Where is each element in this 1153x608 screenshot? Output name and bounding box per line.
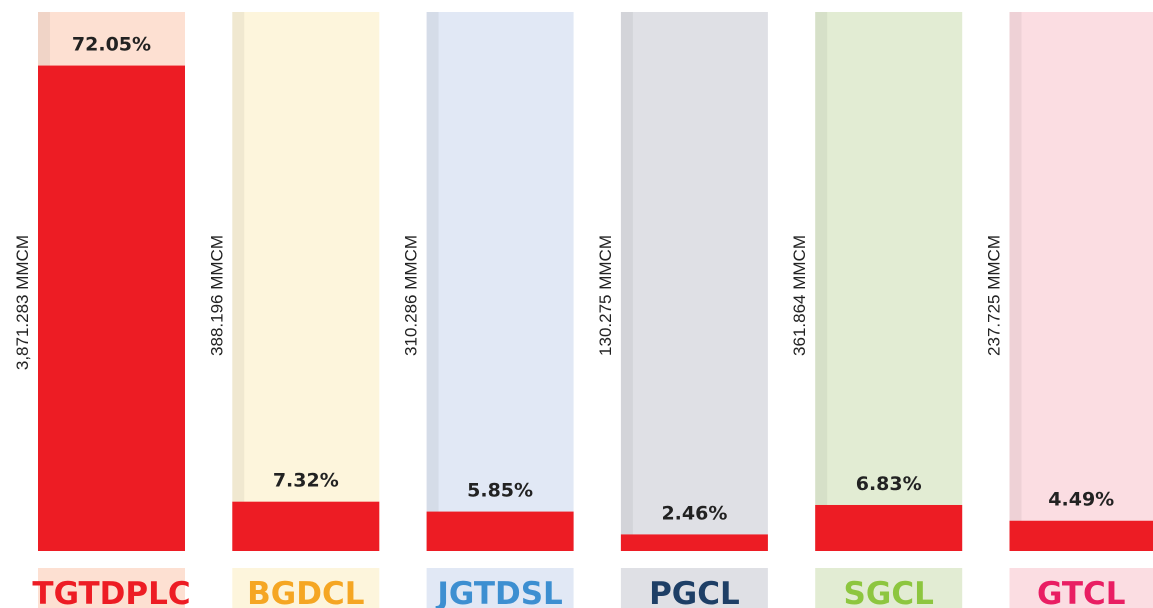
bar	[815, 504, 963, 551]
category-box	[1009, 568, 1153, 608]
value-label: 2.46%	[661, 502, 727, 524]
column-shade	[815, 12, 828, 551]
category-box	[815, 568, 963, 608]
category-label: PGCL	[649, 576, 740, 608]
bar	[38, 65, 185, 552]
value-label: 4.49%	[1048, 489, 1114, 511]
category-label: BGDCL	[247, 576, 364, 608]
column-shade	[620, 12, 633, 551]
bar	[1009, 520, 1153, 551]
value-label: 5.85%	[467, 480, 533, 502]
category-box	[426, 568, 574, 608]
volume-label: 130.275 MMCM	[596, 235, 615, 356]
category-box	[38, 568, 185, 608]
volume-label: 3,871.283 MMCM	[13, 235, 32, 370]
bar	[426, 511, 574, 551]
category-label: GTCL	[1037, 576, 1126, 608]
column-background	[815, 12, 963, 551]
volume-label: 310.286 MMCM	[402, 235, 421, 356]
volume-label: 237.725 MMCM	[985, 235, 1004, 356]
volume-label: 361.864 MMCM	[790, 235, 809, 356]
column-background	[620, 12, 768, 551]
bar	[620, 534, 768, 551]
category-label: TGTDPLC	[32, 576, 190, 608]
category-label: JGTDSL	[435, 576, 562, 608]
column-shade	[426, 12, 439, 551]
category-label: SGCL	[844, 576, 934, 608]
category-box	[232, 568, 380, 608]
value-label: 6.83%	[856, 473, 922, 495]
category-box	[620, 568, 768, 608]
column-background	[1009, 12, 1153, 551]
value-label: 7.32%	[273, 470, 339, 492]
value-label: 72.05%	[72, 34, 151, 56]
volume-label: 388.196 MMCM	[207, 235, 226, 356]
column-shade	[1009, 12, 1022, 551]
column-background	[426, 12, 574, 551]
column-shade	[232, 12, 245, 551]
bar	[232, 501, 380, 551]
column-background	[232, 12, 380, 551]
